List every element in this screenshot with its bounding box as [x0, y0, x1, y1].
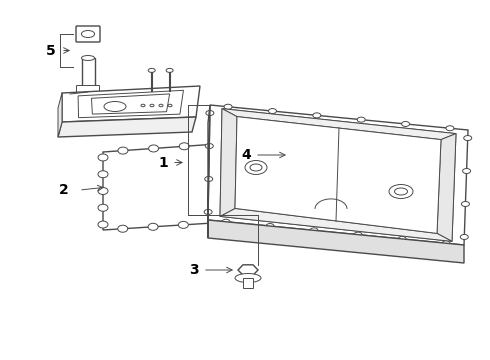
Text: 5: 5	[46, 44, 56, 58]
Ellipse shape	[402, 121, 410, 126]
Ellipse shape	[289, 144, 321, 166]
Ellipse shape	[81, 31, 95, 37]
Ellipse shape	[382, 151, 392, 158]
Ellipse shape	[150, 104, 154, 107]
Ellipse shape	[98, 188, 108, 194]
Ellipse shape	[299, 213, 310, 221]
Polygon shape	[62, 86, 200, 122]
Ellipse shape	[148, 145, 159, 152]
Polygon shape	[208, 105, 210, 238]
Text: 3: 3	[189, 263, 199, 277]
Polygon shape	[58, 117, 196, 137]
Polygon shape	[58, 93, 62, 137]
Ellipse shape	[302, 134, 312, 141]
Ellipse shape	[380, 203, 390, 210]
Ellipse shape	[241, 139, 250, 145]
Ellipse shape	[148, 223, 158, 230]
Polygon shape	[235, 117, 441, 233]
Ellipse shape	[235, 274, 261, 283]
Ellipse shape	[81, 55, 95, 60]
Ellipse shape	[313, 113, 321, 118]
Ellipse shape	[398, 237, 406, 242]
Ellipse shape	[394, 188, 408, 195]
Bar	[243, 278, 253, 288]
Ellipse shape	[266, 224, 274, 229]
Ellipse shape	[224, 104, 232, 109]
Ellipse shape	[446, 126, 454, 131]
Ellipse shape	[206, 111, 214, 116]
Ellipse shape	[357, 117, 365, 122]
Ellipse shape	[310, 228, 318, 233]
Ellipse shape	[98, 154, 108, 161]
Ellipse shape	[271, 136, 281, 143]
Ellipse shape	[205, 144, 213, 149]
Ellipse shape	[179, 143, 189, 150]
Ellipse shape	[460, 234, 468, 239]
Polygon shape	[208, 105, 468, 245]
Ellipse shape	[222, 219, 230, 224]
Ellipse shape	[166, 68, 173, 72]
Ellipse shape	[104, 102, 126, 112]
Ellipse shape	[360, 210, 370, 217]
Ellipse shape	[118, 225, 128, 232]
Ellipse shape	[354, 232, 362, 237]
Ellipse shape	[383, 134, 393, 141]
Ellipse shape	[98, 171, 108, 178]
Ellipse shape	[178, 221, 188, 228]
Ellipse shape	[296, 149, 314, 161]
Ellipse shape	[205, 176, 213, 181]
Ellipse shape	[464, 136, 472, 140]
Ellipse shape	[382, 168, 392, 176]
Text: 1: 1	[158, 156, 168, 170]
Ellipse shape	[159, 104, 163, 107]
Ellipse shape	[168, 104, 172, 107]
Ellipse shape	[118, 147, 128, 154]
Ellipse shape	[270, 216, 279, 222]
Ellipse shape	[98, 221, 108, 228]
Ellipse shape	[389, 185, 413, 198]
Ellipse shape	[250, 164, 262, 171]
Ellipse shape	[332, 132, 343, 139]
Ellipse shape	[463, 168, 470, 174]
Bar	[81, 58, 95, 86]
Polygon shape	[220, 109, 237, 216]
Polygon shape	[437, 134, 456, 242]
Ellipse shape	[442, 241, 450, 246]
Ellipse shape	[209, 220, 219, 226]
Polygon shape	[220, 208, 452, 242]
FancyBboxPatch shape	[76, 26, 100, 42]
Polygon shape	[220, 109, 456, 242]
Ellipse shape	[269, 109, 276, 113]
Ellipse shape	[141, 104, 145, 107]
Ellipse shape	[381, 186, 391, 193]
Ellipse shape	[210, 141, 220, 148]
Ellipse shape	[363, 130, 373, 137]
Text: 4: 4	[241, 148, 251, 162]
Ellipse shape	[148, 68, 155, 72]
Polygon shape	[238, 265, 258, 275]
Text: 2: 2	[59, 183, 69, 197]
Ellipse shape	[245, 161, 267, 175]
Ellipse shape	[204, 210, 212, 215]
Ellipse shape	[98, 204, 108, 211]
Ellipse shape	[462, 202, 469, 207]
Polygon shape	[222, 109, 456, 140]
Polygon shape	[208, 220, 464, 263]
Ellipse shape	[239, 217, 249, 225]
Ellipse shape	[330, 212, 340, 219]
FancyBboxPatch shape	[76, 86, 99, 93]
Polygon shape	[103, 132, 388, 230]
